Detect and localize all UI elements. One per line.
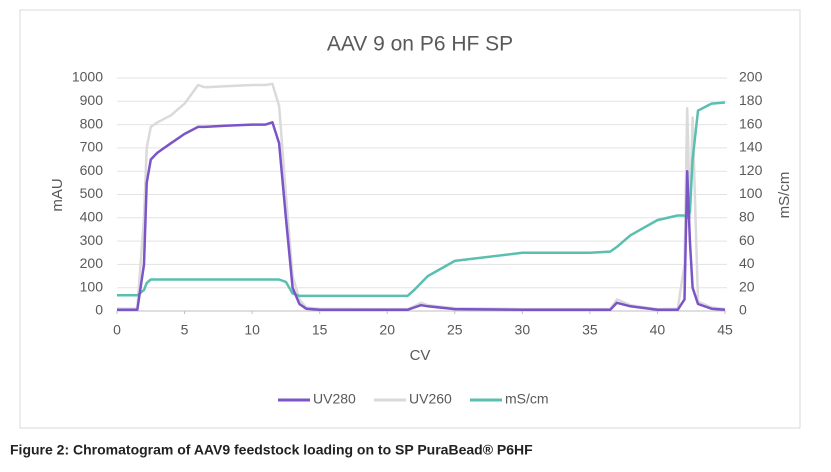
x-tick-label: 15 — [312, 322, 328, 338]
y2-tick-label: 80 — [739, 209, 755, 225]
x-tick-label: 20 — [379, 322, 395, 338]
y2-tick-label: 20 — [739, 278, 755, 294]
series-line — [117, 121, 726, 312]
x-axis-title: CV — [410, 347, 431, 364]
y-tick-label: 0 — [95, 302, 103, 318]
y-tick-label: 800 — [80, 115, 104, 131]
legend-label: mS/cm — [505, 391, 549, 407]
y-tick-label: 300 — [80, 232, 104, 248]
y-tick-label: 1000 — [72, 69, 103, 85]
legend-label: UV280 — [313, 391, 356, 407]
y-tick-label: 600 — [80, 162, 104, 178]
y2-tick-label: 100 — [739, 185, 763, 201]
y-tick-label: 700 — [80, 139, 104, 155]
x-tick-label: 0 — [113, 322, 121, 338]
y-tick-label: 200 — [80, 255, 104, 271]
y2-axis-title: mS/cm — [776, 172, 793, 219]
chart-frame — [19, 9, 801, 429]
legend-label: UV260 — [409, 391, 452, 407]
x-tick-label: 45 — [717, 322, 733, 338]
y-tick-label: 900 — [80, 92, 104, 108]
y-tick-label: 100 — [80, 278, 104, 294]
x-tick-label: 40 — [650, 322, 666, 338]
x-tick-label: 30 — [515, 322, 531, 338]
chart-title: AAV 9 on P6 HF SP — [327, 33, 513, 56]
y2-tick-label: 180 — [739, 92, 763, 108]
series-line — [117, 101, 726, 298]
y2-tick-label: 60 — [739, 232, 755, 248]
x-tick-label: 35 — [582, 322, 598, 338]
y2-tick-label: 0 — [739, 302, 747, 318]
y-tick-label: 500 — [80, 185, 104, 201]
y2-tick-label: 140 — [739, 139, 763, 155]
y2-tick-label: 120 — [739, 162, 763, 178]
y2-tick-label: 40 — [739, 255, 755, 271]
y-tick-label: 400 — [80, 209, 104, 225]
y2-tick-label: 160 — [739, 115, 763, 131]
y2-tick-label: 200 — [739, 69, 763, 85]
x-tick-label: 25 — [447, 322, 463, 338]
figure-caption: Figure 2: Chromatogram of AAV9 feedstock… — [10, 442, 533, 458]
x-tick-label: 5 — [181, 322, 189, 338]
y-axis-title: mAU — [49, 178, 66, 211]
x-tick-label: 10 — [244, 322, 260, 338]
